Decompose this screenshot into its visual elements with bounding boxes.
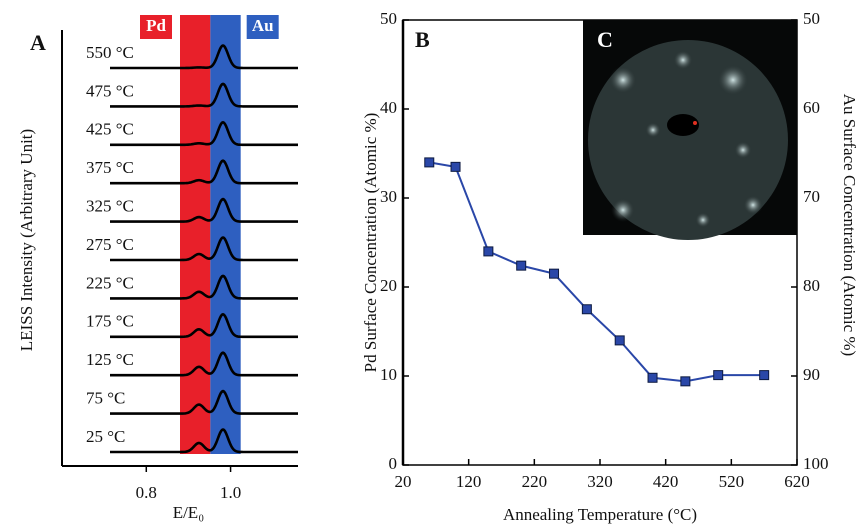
trace-label: 425 °C: [86, 120, 134, 139]
trace-label: 475 °C: [86, 81, 134, 100]
data-point: [483, 246, 494, 257]
y-tick-label: 30: [380, 187, 397, 206]
y2-axis-label: Au Surface Concentration (Atomic %): [840, 94, 859, 356]
inset-spot: [734, 141, 752, 159]
spectrum: [110, 44, 298, 70]
band-label: Pd: [146, 16, 166, 35]
trace-label: 550 °C: [86, 43, 134, 62]
trace-label: 175 °C: [86, 312, 134, 331]
y2-tick-label: 50: [803, 9, 820, 28]
x-tick-label: 120: [456, 472, 482, 491]
spectrum: [110, 197, 298, 223]
inset-spot: [717, 64, 749, 96]
trace-label: 325 °C: [86, 197, 134, 216]
data-point: [424, 157, 435, 168]
energy-band: [180, 15, 211, 454]
data-point: [581, 304, 592, 315]
inset-center: [693, 121, 697, 125]
inset-spot: [609, 66, 637, 94]
x-tick-label: 20: [395, 472, 412, 491]
band-label-box: [140, 15, 172, 39]
inset-label: C: [597, 27, 613, 52]
y-axis-label: Pd Surface Concentration (Atomic %): [361, 113, 380, 373]
y-tick-label: 0: [389, 454, 398, 473]
spectrum: [110, 274, 298, 300]
inset-spot: [673, 50, 693, 70]
spectrum: [110, 389, 298, 415]
y2-tick-label: 90: [803, 365, 820, 384]
x-tick-label: 520: [719, 472, 745, 491]
spectrum: [110, 82, 298, 108]
inset-spot: [611, 198, 635, 222]
data-point: [680, 376, 691, 387]
trace-label: 25 °C: [86, 427, 125, 446]
data-point: [450, 161, 461, 172]
trace-label: 125 °C: [86, 350, 134, 369]
inset-spot: [695, 212, 711, 228]
spectrum: [110, 312, 298, 339]
trace-label: 375 °C: [86, 158, 134, 177]
data-point: [647, 372, 658, 383]
x-tick-label: 220: [522, 472, 548, 491]
y2-tick-label: 70: [803, 187, 820, 206]
x-axis-label: Annealing Temperature (°C): [503, 505, 697, 524]
spectrum: [110, 120, 298, 147]
trace-label: 75 °C: [86, 389, 125, 408]
spectrum: [110, 236, 298, 262]
panel-label: A: [30, 30, 46, 55]
spectrum: [110, 428, 298, 454]
x-tick-label: 0.8: [136, 483, 157, 502]
data-point: [713, 370, 724, 381]
energy-band: [210, 15, 241, 454]
trace-label: 275 °C: [86, 235, 134, 254]
x-tick-label: 620: [784, 472, 810, 491]
data-point: [614, 335, 625, 346]
spectrum: [110, 159, 298, 185]
data-point: [516, 260, 527, 271]
x-tick-label: 1.0: [220, 483, 241, 502]
inset-spot: [743, 195, 763, 215]
inset-spot: [645, 122, 661, 138]
band-label: Au: [252, 16, 274, 35]
y-axis-label: LEISS Intensity (Arbitrary Unit): [17, 129, 36, 351]
panel-label: B: [415, 27, 430, 52]
inset-gun: [667, 114, 699, 136]
x-tick-label: 320: [587, 472, 613, 491]
y2-tick-label: 60: [803, 98, 820, 117]
y-tick-label: 40: [380, 98, 397, 117]
band-label-box: [246, 15, 279, 39]
x-axis-label: E/E₀: [173, 503, 204, 522]
y2-tick-label: 100: [803, 454, 829, 473]
x-tick-label: 420: [653, 472, 679, 491]
data-point: [549, 268, 560, 279]
y-tick-label: 10: [380, 365, 397, 384]
spectrum: [110, 351, 298, 377]
y-tick-label: 50: [380, 9, 397, 28]
y-tick-label: 20: [380, 276, 397, 295]
data-point: [759, 370, 770, 381]
trace-label: 225 °C: [86, 273, 134, 292]
y2-tick-label: 80: [803, 276, 820, 295]
